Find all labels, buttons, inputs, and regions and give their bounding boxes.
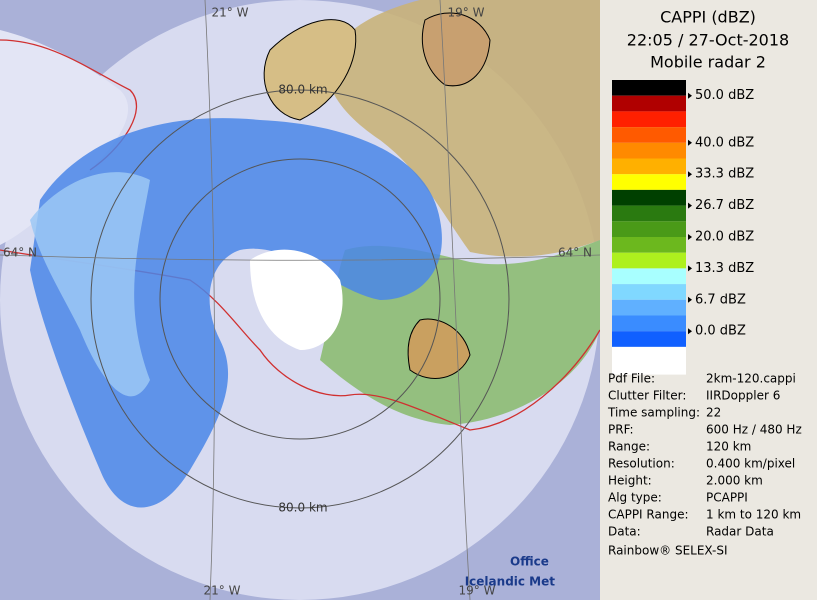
footer: Rainbow® SELEX-SI [608, 544, 728, 558]
legend-tick [688, 171, 692, 178]
legend-band [612, 299, 686, 316]
legend-band [612, 111, 686, 128]
legend-band [612, 174, 686, 190]
ring-label: 80.0 km [278, 501, 327, 515]
info-value: 0.400 km/pixel [706, 457, 795, 471]
legend-tick [688, 139, 692, 146]
title: CAPPI (dBZ) [660, 8, 756, 27]
logo: Office [510, 555, 549, 569]
glacier [407, 318, 471, 379]
glacier [421, 12, 491, 87]
ring-label: 80.0 km [278, 83, 327, 97]
info-key: Clutter Filter: [608, 389, 686, 403]
grid-label: 21° W [212, 6, 249, 20]
info-key: PRF: [608, 423, 634, 437]
info-key: CAPPI Range: [608, 508, 689, 522]
legend-band [612, 331, 686, 347]
legend-band [612, 158, 686, 175]
range-ring [90, 89, 510, 509]
info-key: Range: [608, 440, 650, 454]
legend-tick [688, 92, 692, 99]
info-value: 22 [706, 406, 721, 420]
radar-name: Mobile radar 2 [650, 53, 766, 72]
info-value: Radar Data [706, 525, 774, 539]
info-value: 1 km to 120 km [706, 508, 801, 522]
legend-band [612, 127, 686, 143]
info-value: 600 Hz / 480 Hz [706, 423, 802, 437]
info-key: Height: [608, 474, 652, 488]
legend-band [612, 142, 686, 159]
legend-tick [688, 265, 692, 272]
grid-label: 19° W [459, 584, 496, 598]
grid-label: 19° W [448, 6, 485, 20]
glacier [263, 19, 357, 121]
logo: Icelandic Met [465, 575, 556, 589]
legend-tick [688, 202, 692, 209]
peninsula [0, 30, 129, 245]
legend-band [612, 205, 686, 222]
legend-band [612, 315, 686, 332]
legend-tick [688, 328, 692, 335]
graticule [0, 0, 601, 600]
info-key: Time sampling: [607, 406, 700, 420]
info-key: Pdf File: [608, 372, 655, 386]
land-highland [328, 0, 600, 257]
range-ring [159, 158, 441, 440]
grid-label: 21° W [204, 584, 241, 598]
legend-tick [688, 296, 692, 303]
legend-label: 50.0 dBZ [695, 88, 754, 103]
legend-tick [688, 234, 692, 240]
info-value: 2km-120.cappi [706, 372, 796, 386]
legend-band [612, 268, 686, 285]
info-value: 2.000 km [706, 474, 763, 488]
info-value: PCAPPI [706, 491, 748, 505]
datetime: 22:05 / 27-Oct-2018 [627, 31, 789, 50]
legend-label: 6.7 dBZ [695, 292, 746, 307]
legend-band [612, 237, 686, 253]
legend-label: 33.3 dBZ [695, 167, 754, 182]
echo-region [30, 172, 150, 397]
legend-band [612, 95, 686, 112]
legend-band [612, 284, 686, 300]
grid-label: 64° N [3, 246, 37, 260]
legend-band [612, 346, 686, 375]
info-key: Alg type: [608, 491, 662, 505]
info-value: 120 km [706, 440, 751, 454]
legend-label: 0.0 dBZ [695, 324, 746, 339]
grid-label: 64° N [558, 246, 592, 260]
info-key: Data: [608, 525, 641, 539]
legend-band [612, 80, 686, 96]
info-value: IIRDoppler 6 [706, 389, 780, 403]
legend-band [612, 252, 686, 269]
legend-band [612, 189, 686, 206]
legend-label: 40.0 dBZ [695, 135, 754, 150]
legend-label: 26.7 dBZ [695, 198, 754, 213]
legend-band [612, 221, 686, 237]
echo-region [250, 249, 343, 350]
info-key: Resolution: [608, 457, 675, 471]
legend-label: 20.0 dBZ [695, 230, 754, 245]
legend-label: 13.3 dBZ [695, 261, 754, 276]
